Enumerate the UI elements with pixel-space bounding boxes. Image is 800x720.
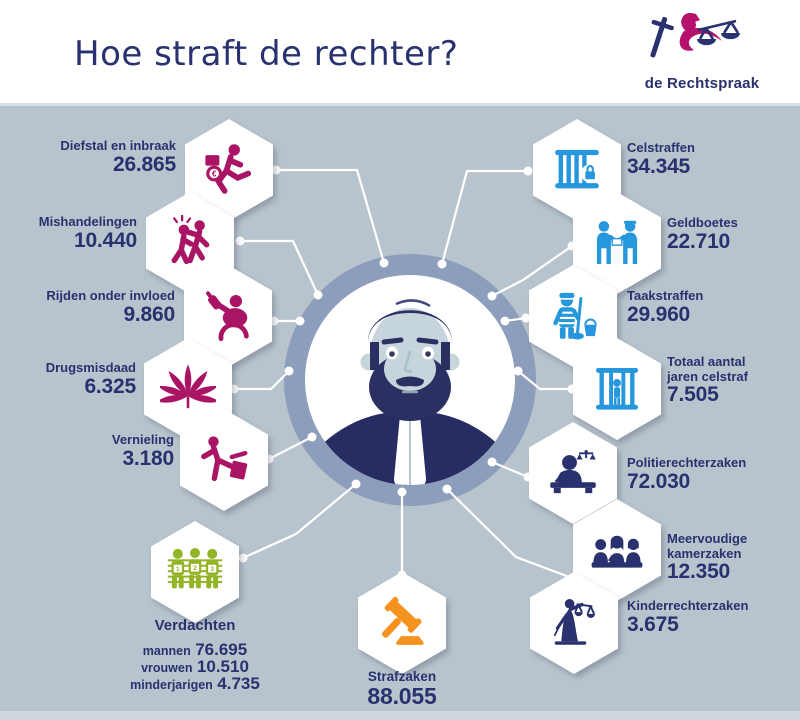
label-drugs: Drugsmisdaad 6.325: [45, 360, 137, 398]
label-text: Rijden onder invloed: [46, 288, 175, 303]
euro-glyph: €: [212, 170, 217, 179]
thief-icon: €: [205, 144, 252, 194]
suspects-row-vrouwen: vrouwen 10.510: [141, 657, 249, 676]
label-text: Mishandelingen: [38, 214, 137, 229]
community-service-icon: [553, 292, 597, 340]
label-text-line1: Meervoudige: [667, 531, 748, 546]
label-value: 26.865: [112, 152, 176, 176]
label-kinderrechter: Kinderrechterzaken 3.675: [627, 598, 749, 636]
lady-justice-icon: [553, 598, 595, 645]
label-text-line1: Totaal aantal: [667, 354, 746, 369]
label-value: 12.350: [667, 560, 731, 583]
label-value: 7.505: [667, 383, 719, 406]
drunk-driving-icon: [205, 291, 249, 342]
prisoner-cell-icon: [596, 368, 638, 410]
judge-portrait: [277, 247, 543, 513]
panel-judges-icon: [591, 535, 643, 568]
label-celstraffen: Celstraffen 34.345: [627, 140, 695, 178]
gavel-icon: [381, 596, 424, 645]
label-value: 22.710: [667, 229, 731, 253]
label-mishandelingen: Mishandelingen 10.440: [38, 214, 137, 252]
label-geldboetes: Geldboetes 22.710: [667, 215, 738, 253]
label-text: Strafzaken: [367, 669, 437, 684]
lineup-number-1: 1: [176, 566, 180, 573]
footer-strip: [0, 711, 800, 720]
label-text: Diefstal en inbraak: [60, 138, 176, 153]
label-text: Vernieling: [111, 432, 174, 447]
label-rijden: Rijden onder invloed 9.860: [46, 288, 175, 326]
lady-justice-logo-icon: [650, 13, 740, 58]
police-judge-icon: [550, 449, 596, 494]
label-taakstraffen: Taakstraffen 29.960: [627, 288, 704, 326]
page-title: Hoe straft de rechter?: [74, 34, 459, 74]
label-politierechter: Politierechterzaken 72.030: [627, 455, 747, 493]
hex-kinderrechter: [530, 572, 618, 674]
fine-handshake-icon: [596, 220, 638, 264]
label-value: 6.325: [84, 374, 136, 398]
label-value: 88.055: [367, 682, 437, 709]
label-diefstal: Diefstal en inbraak 26.865: [60, 138, 176, 176]
label-value: 29.960: [627, 302, 691, 326]
label-text: Celstraffen: [627, 140, 695, 155]
label-text: Drugsmisdaad: [45, 360, 136, 375]
header: Hoe straft de rechter?: [0, 0, 800, 106]
label-text-line2: kamerzaken: [667, 545, 742, 561]
assault-icon: [171, 215, 210, 265]
label-value: 3.675: [627, 612, 679, 636]
hex-jaren-celstraf: [573, 338, 661, 440]
label-jaren-celstraf: Totaal aantal jaren celstraf 7.505: [667, 354, 748, 406]
label-value: 10.440: [73, 228, 137, 252]
label-value: 34.345: [627, 154, 691, 178]
cannabis-icon: [160, 364, 216, 409]
label-text: Kinderrechterzaken: [627, 598, 749, 613]
suspects-lineup-icon: 1 2 3: [167, 547, 223, 589]
label-value: 3.180: [122, 446, 174, 470]
label-value: 9.860: [123, 302, 175, 326]
label-text-line2: jaren celstraf: [667, 368, 748, 384]
canvas: €: [0, 103, 800, 711]
hex-vernieling: [180, 409, 268, 511]
suspects-row-minderjarigen: minderjarigen 4.735: [130, 674, 260, 693]
label-value: 72.030: [627, 469, 691, 493]
logo-brand-text: de Rechtspraak: [644, 75, 760, 92]
vandalism-icon: [201, 436, 248, 482]
suspects-row-mannen: mannen 76.695: [142, 640, 248, 659]
suspects-title: Verdachten: [154, 617, 236, 634]
label-verdachten: Verdachten mannen 76.695 vrouwen 10.510 …: [75, 617, 315, 693]
hex-verdachten: 1 2 3: [151, 521, 239, 623]
hex-meervoudig: [573, 499, 661, 601]
label-vernieling: Vernieling 3.180: [111, 432, 174, 470]
label-text: Politierechterzaken: [627, 455, 747, 470]
rechtspraak-logo: de Rechtspraak: [634, 8, 770, 92]
lineup-number-3: 3: [210, 566, 214, 573]
hex-strafzaken: [358, 572, 446, 674]
label-text: Taakstraffen: [627, 288, 704, 303]
jail-bars-icon: [555, 149, 600, 189]
lineup-number-2: 2: [193, 565, 197, 572]
label-text: Geldboetes: [667, 215, 738, 230]
label-strafzaken: Strafzaken 88.055: [322, 669, 482, 709]
label-meervoudig: Meervoudige kamerzaken 12.350: [667, 531, 748, 583]
